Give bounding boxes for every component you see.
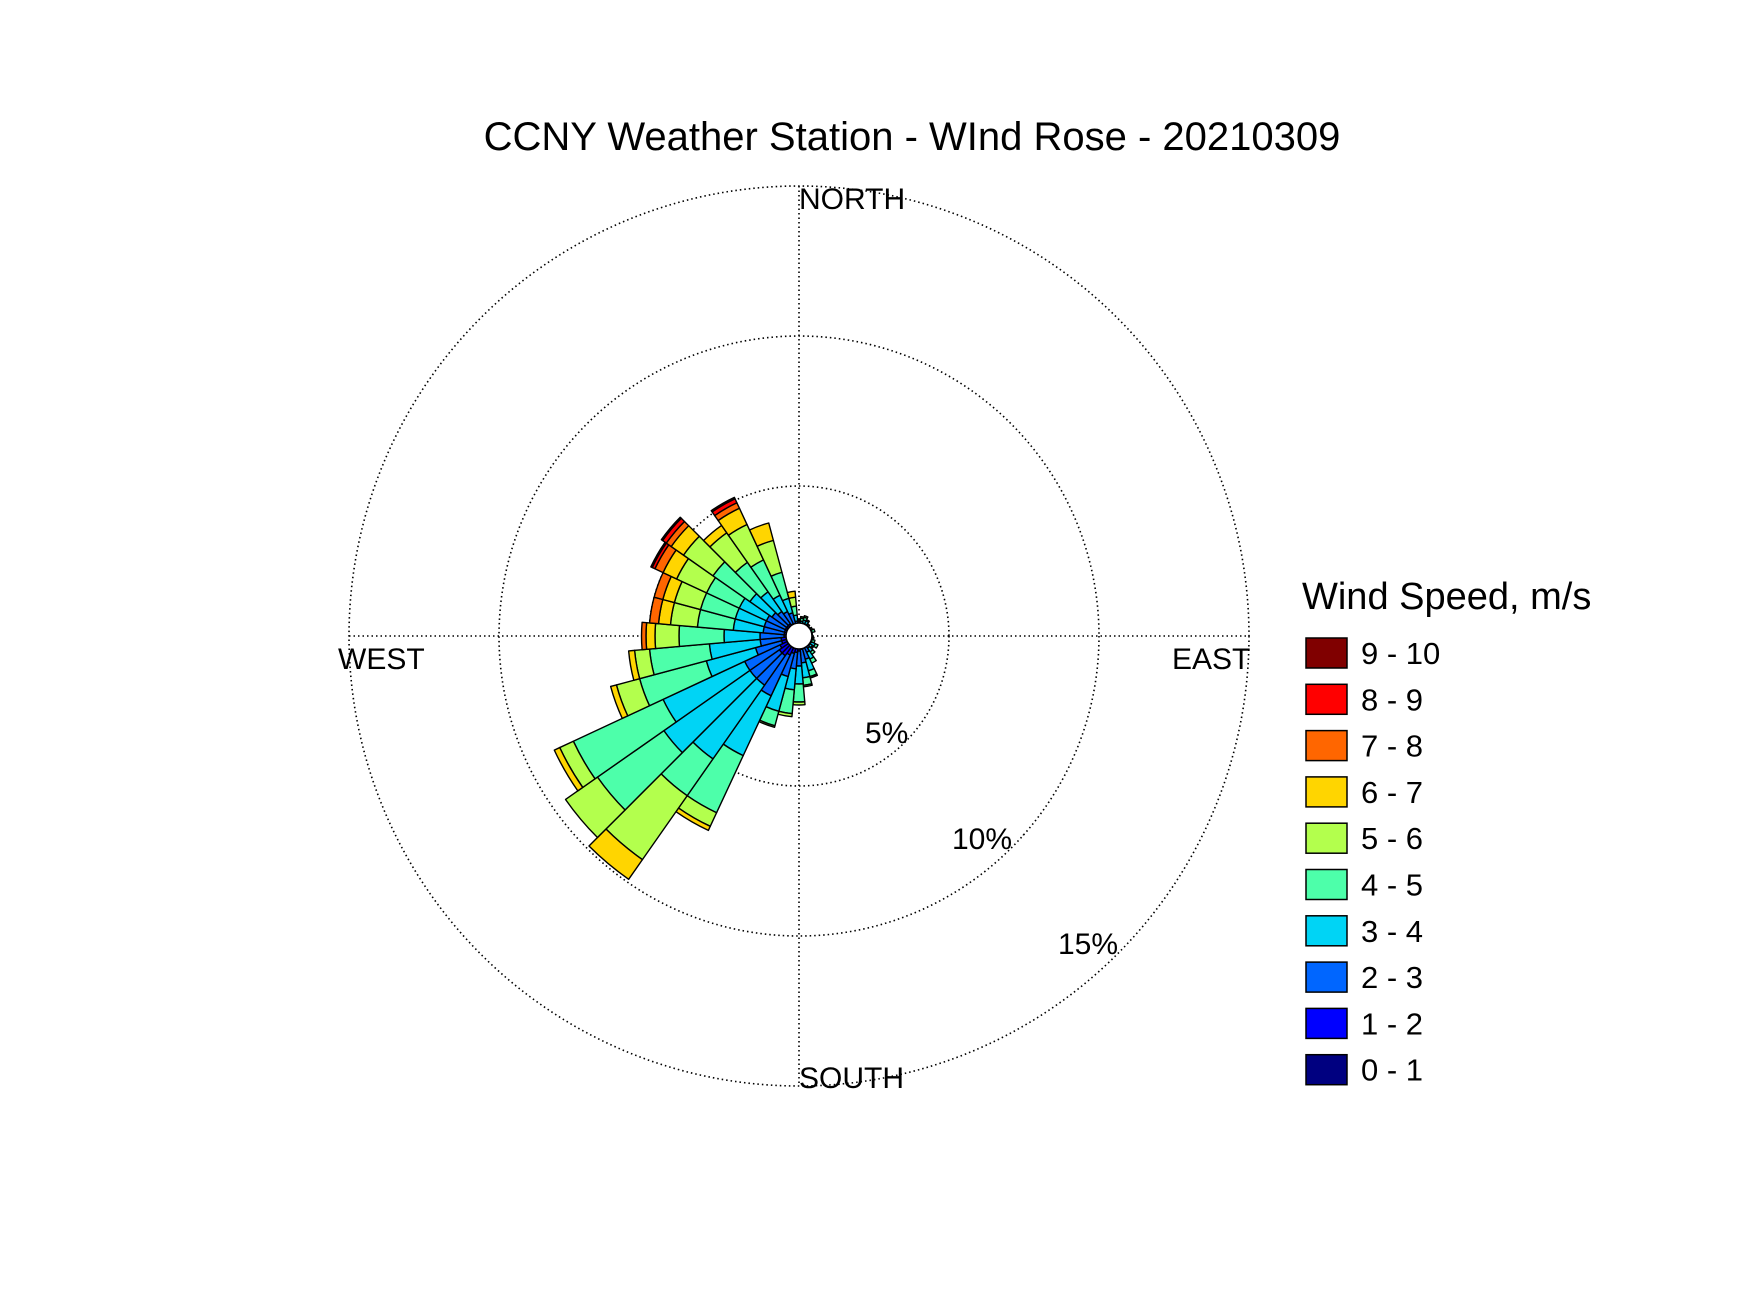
legend-label: 9 - 10 <box>1361 636 1440 671</box>
sector-30-bin-4 <box>805 618 811 624</box>
legend-label: 5 - 6 <box>1361 821 1423 856</box>
sector-340-bin-6 <box>748 522 775 547</box>
sector-270-bin-7 <box>640 621 648 651</box>
legend-swatch <box>1305 776 1348 808</box>
radial-tick-label-5: 5% <box>865 717 908 750</box>
radial-tick-label-15: 15% <box>1058 928 1118 961</box>
chart-title: CCNY Weather Station - WInd Rose - 20210… <box>484 115 1341 159</box>
radial-tick-label-10: 10% <box>952 823 1012 856</box>
legend-swatch <box>1305 915 1348 947</box>
sector-220-bin-6 <box>588 828 644 880</box>
legend-items: 9 - 10 8 - 9 7 - 8 6 - 7 5 - 6 4 - 5 3 - 4 2 - … <box>1305 636 1440 1088</box>
legend-swatch <box>1305 729 1348 762</box>
direction-label-east: EAST <box>1172 643 1250 676</box>
legend-label: 3 - 4 <box>1361 914 1423 949</box>
legend-label: 8 - 9 <box>1361 682 1423 717</box>
center-hub <box>785 622 813 650</box>
direction-label-south: SOUTH <box>799 1062 904 1095</box>
sector-180-bin-5 <box>792 701 806 706</box>
legend-label: 2 - 3 <box>1361 960 1423 995</box>
sector-330-bin-9 <box>710 496 736 513</box>
sector-250-bin-6 <box>609 684 629 720</box>
legend-label: 4 - 5 <box>1361 868 1423 903</box>
legend-label: 7 - 8 <box>1361 729 1423 764</box>
legend-swatch <box>1305 868 1348 901</box>
sector-230-bin-5 <box>564 776 626 839</box>
legend-title: Wind Speed, m/s <box>1302 576 1591 618</box>
sector-310-bin-9 <box>660 516 682 542</box>
sector-350-bin-6 <box>786 590 797 600</box>
legend-label: 0 - 1 <box>1361 1053 1423 1088</box>
legend-swatch <box>1305 1053 1348 1086</box>
sector-270-bin-6 <box>645 621 657 651</box>
sector-260-bin-6 <box>627 649 641 681</box>
legend-label: 6 - 7 <box>1361 775 1423 810</box>
legend-swatch <box>1305 683 1348 716</box>
direction-label-west: WEST <box>338 643 425 676</box>
legend-swatch <box>1305 822 1348 854</box>
legend-swatch <box>1305 961 1348 993</box>
center-calm-circle <box>785 622 813 650</box>
direction-label-north: NORTH <box>799 183 905 216</box>
legend: Wind Speed, m/s 9 - 10 8 - 9 7 - 8 6 - 7 5 -… <box>1302 576 1591 1088</box>
legend-label: 1 - 2 <box>1361 1006 1423 1041</box>
legend-swatch <box>1305 637 1348 669</box>
sector-120-bin-4 <box>813 642 819 649</box>
sector-240-bin-6 <box>553 746 584 792</box>
legend-swatch <box>1305 1007 1348 1040</box>
sector-20-bin-5 <box>803 615 809 620</box>
sector-270-bin-5 <box>654 622 681 650</box>
